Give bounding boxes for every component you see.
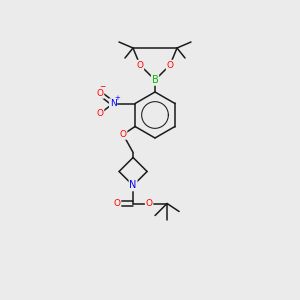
Text: O: O [120, 130, 127, 139]
Text: O: O [146, 199, 153, 208]
Text: N: N [129, 181, 137, 190]
Text: O: O [167, 61, 173, 70]
Text: O: O [114, 199, 121, 208]
Text: O: O [97, 109, 104, 118]
Text: O: O [97, 89, 104, 98]
Text: B: B [152, 75, 158, 85]
Text: O: O [136, 61, 143, 70]
Text: −: − [99, 82, 105, 91]
Text: N: N [110, 99, 116, 108]
Text: +: + [114, 95, 120, 101]
